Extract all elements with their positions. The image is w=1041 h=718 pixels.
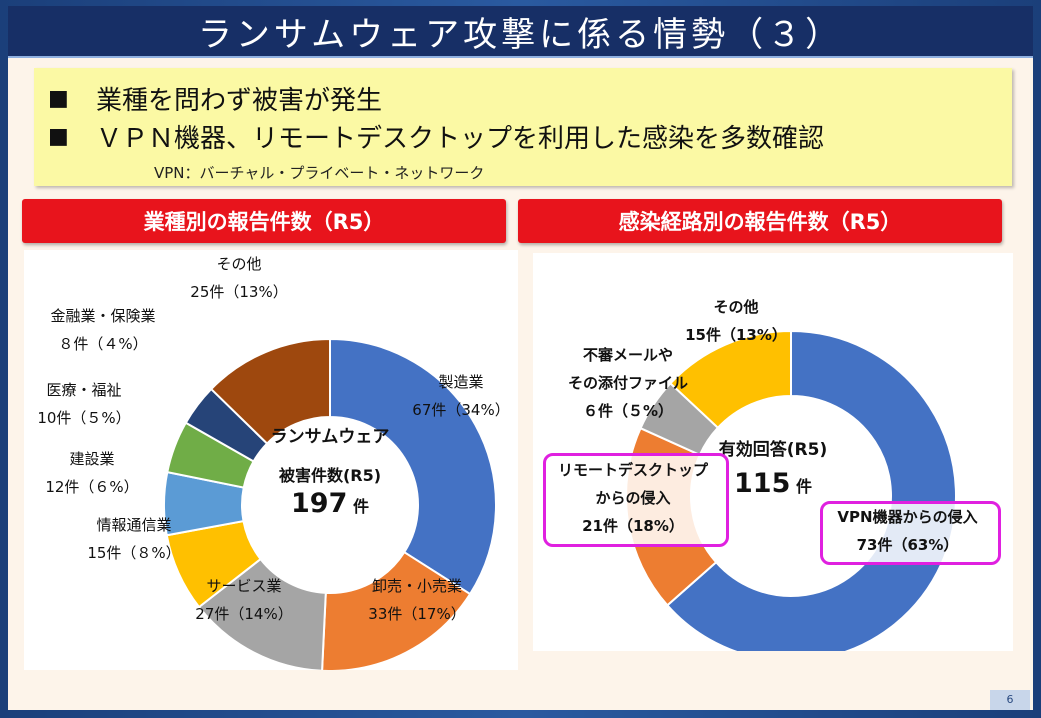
- slice-label-other: その他 25件（13%）: [179, 250, 299, 306]
- slice-value: ６件（５%）: [582, 402, 674, 420]
- slice-label-medical: 医療・福祉 10件（５%）: [24, 376, 144, 432]
- slice-name: 医療・福祉: [46, 381, 122, 399]
- slice-label-finance: 金融業・保険業 ８件（４%）: [28, 302, 178, 358]
- page-number: 6: [990, 690, 1030, 710]
- slice-name: 卸売・小売業: [371, 577, 462, 595]
- slice-label-construction: 建設業 12件（６%）: [32, 445, 152, 501]
- center-total: 115 件: [703, 468, 843, 499]
- slice-name-line1: 不審メールや: [582, 346, 673, 364]
- slice-value: 21件（18%）: [582, 517, 684, 535]
- slice-name-line2: その添付ファイル: [567, 374, 688, 392]
- bullet-square-icon: ■: [48, 86, 69, 111]
- center-label-line2: 被害件数(R5): [278, 466, 382, 485]
- slice-name: 情報通信業: [96, 516, 172, 534]
- summary-box: ■ 業種を問わず被害が発生 ■ ＶＰＮ機器、リモートデスクトップを利用した感染を…: [34, 68, 1012, 186]
- slice-name: その他: [713, 298, 759, 316]
- slice-label-service: サービス業 27件（14%）: [184, 572, 304, 628]
- slice-label-suspicious-mail: 不審メールや その添付ファイル ６件（５%）: [553, 341, 703, 425]
- slide-content: ■ 業種を問わず被害が発生 ■ ＶＰＮ機器、リモートデスクトップを利用した感染を…: [8, 58, 1033, 710]
- slice-label-retail: 卸売・小売業 33件（17%）: [352, 572, 482, 628]
- slice-value: 10件（５%）: [37, 409, 131, 427]
- slice-name-line2: からの侵入: [595, 489, 671, 507]
- slice-name-line1: リモートデスクトップ: [557, 461, 708, 479]
- donut-slice-0: [665, 329, 957, 662]
- center-total: 197 件: [246, 488, 414, 519]
- center-total-unit: 件: [795, 477, 812, 496]
- slice-value: 25件（13%）: [190, 283, 288, 301]
- slice-label-vpn: VPN機器からの侵入 73件（63%）: [820, 503, 995, 559]
- center-label-line1: 有効回答(R5): [718, 440, 828, 460]
- center-total-value: 197: [291, 488, 348, 519]
- donut-slice-0: [329, 337, 498, 596]
- slice-name: サービス業: [206, 577, 282, 595]
- slice-name: VPN機器からの侵入: [837, 508, 978, 526]
- donut-slice-7: [209, 337, 331, 445]
- slice-value: 15件（13%）: [685, 326, 787, 344]
- industry-chart-header: 業種別の報告件数（R5）: [22, 199, 506, 243]
- center-total-unit: 件: [352, 497, 369, 516]
- industry-donut-chart: [163, 337, 498, 672]
- center-total-value: 115: [734, 468, 791, 499]
- slice-name: 建設業: [69, 450, 115, 468]
- bullet-text: ＶＰＮ機器、リモートデスクトップを利用した感染を多数確認: [96, 124, 825, 154]
- slide-title: ランサムウェア攻撃に係る情勢（３）: [8, 6, 1033, 58]
- slice-value: 67件（34%）: [412, 401, 510, 419]
- slice-name: その他: [216, 255, 262, 273]
- slice-value: 73件（63%）: [856, 536, 959, 554]
- slice-value: 15件（８%）: [87, 544, 181, 562]
- donut-slice-3: [668, 329, 792, 430]
- bullet-item: ■ ＶＰＮ機器、リモートデスクトップを利用した感染を多数確認: [48, 118, 824, 155]
- slice-name: 製造業: [438, 373, 484, 391]
- vpn-note: VPN：バーチャル・プライベート・ネットワーク: [154, 164, 485, 182]
- bullet-text: 業種を問わず被害が発生: [96, 86, 383, 116]
- vpn-highlight-box: [820, 501, 1001, 565]
- slice-value: 12件（６%）: [45, 478, 139, 496]
- slice-value: ８件（４%）: [58, 335, 148, 353]
- slice-name: 金融業・保険業: [50, 307, 156, 325]
- slice-value: 33件（17%）: [368, 605, 466, 623]
- industry-chart-panel: ランサムウェア 被害件数(R5) 197 件 製造業 67件（34%） 卸売・小…: [24, 250, 521, 672]
- slice-label-other: その他 15件（13%）: [666, 293, 806, 349]
- bullet-item: ■ 業種を問わず被害が発生: [48, 80, 382, 117]
- slice-label-ict: 情報通信業 15件（８%）: [74, 511, 194, 567]
- route-chart-header: 感染経路別の報告件数（R5）: [518, 199, 1002, 243]
- slice-label-remote-desktop: リモートデスクトップ からの侵入 21件（18%）: [543, 456, 723, 540]
- slice-value: 27件（14%）: [195, 605, 293, 623]
- bullet-square-icon: ■: [48, 124, 69, 149]
- remote-desktop-highlight-box: [543, 453, 729, 547]
- slice-label-manufacturing: 製造業 67件（34%）: [401, 368, 521, 424]
- center-label-line1: ランサムウェア: [270, 427, 390, 447]
- route-chart-panel: 有効回答(R5) 115 件 VPN機器からの侵入 73件（63%） リモートデ…: [533, 253, 1013, 662]
